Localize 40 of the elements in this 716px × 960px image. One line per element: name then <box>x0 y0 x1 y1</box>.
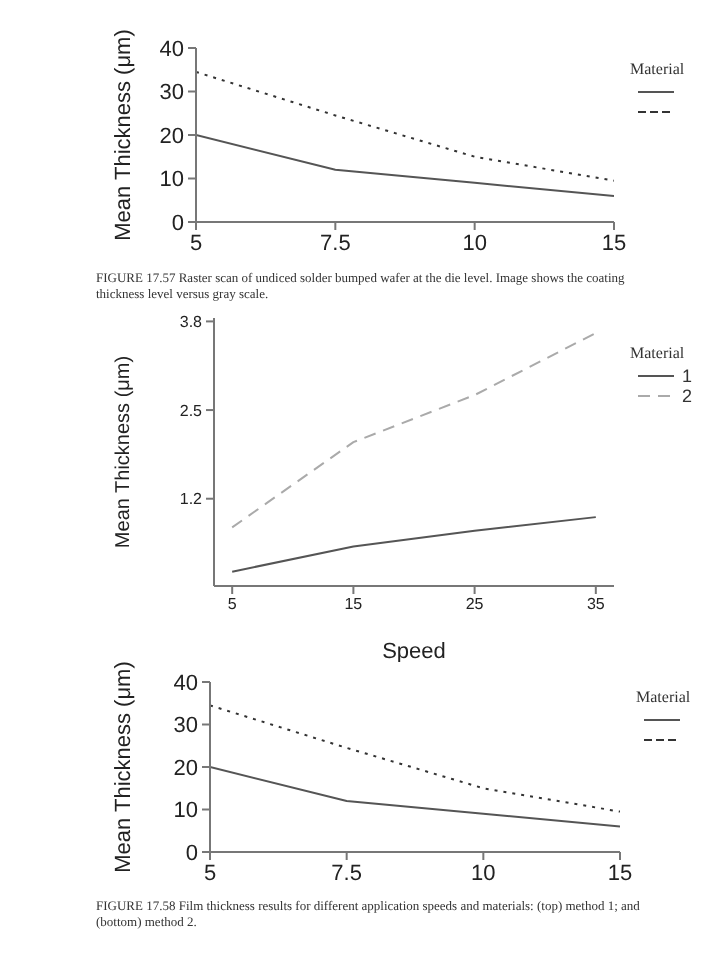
line-series <box>196 70 614 182</box>
y-axis-title: Mean Thickness (μm) <box>112 29 136 241</box>
y-tick-label: 20 <box>173 756 198 781</box>
x-tick-label: 15 <box>607 861 633 886</box>
line-series <box>196 134 614 197</box>
y-tick-label: 30 <box>159 81 184 106</box>
y-tick-label: 30 <box>173 714 198 739</box>
y-tick-label: 20 <box>159 124 184 149</box>
legend-title: Material <box>630 60 685 78</box>
line-series <box>210 766 620 828</box>
y-tick-label: 10 <box>159 168 184 193</box>
y-tick-label: 0 <box>171 211 184 236</box>
legend-title: Material <box>636 688 691 706</box>
y-tick-label: 2.5 <box>179 401 204 420</box>
x-tick-label: 5 <box>203 861 217 886</box>
y-axis-title: Mean Thickness (μm) <box>112 661 136 873</box>
x-tick-label: 10 <box>471 861 496 886</box>
x-tick-label: 5 <box>189 231 203 256</box>
legend-label: 2 <box>682 386 693 406</box>
legend-label: 1 <box>682 366 693 386</box>
y-axis-title: Mean Thickness (μm) <box>113 355 135 549</box>
y-tick-label: 3.8 <box>179 313 204 332</box>
line-series <box>231 516 597 573</box>
x-tick-label: 15 <box>601 231 627 256</box>
line-series <box>210 704 620 813</box>
y-tick-label: 40 <box>159 37 184 62</box>
x-tick-label: 25 <box>465 595 485 614</box>
x-tick-label: 7.5 <box>331 861 362 886</box>
x-tick-label: 10 <box>462 231 487 256</box>
x-tick-label: 5 <box>227 595 238 614</box>
y-tick-label: 40 <box>173 671 198 696</box>
y-tick-label: 1.2 <box>179 490 204 509</box>
x-tick-label: 15 <box>344 595 364 614</box>
y-tick-label: 0 <box>185 841 198 866</box>
y-tick-label: 10 <box>173 799 198 824</box>
line-series <box>231 332 597 529</box>
x-axis-title: Speed <box>382 640 446 664</box>
legend-title: Material <box>630 344 687 362</box>
x-tick-label: 35 <box>586 595 606 614</box>
x-tick-label: 7.5 <box>320 231 351 256</box>
